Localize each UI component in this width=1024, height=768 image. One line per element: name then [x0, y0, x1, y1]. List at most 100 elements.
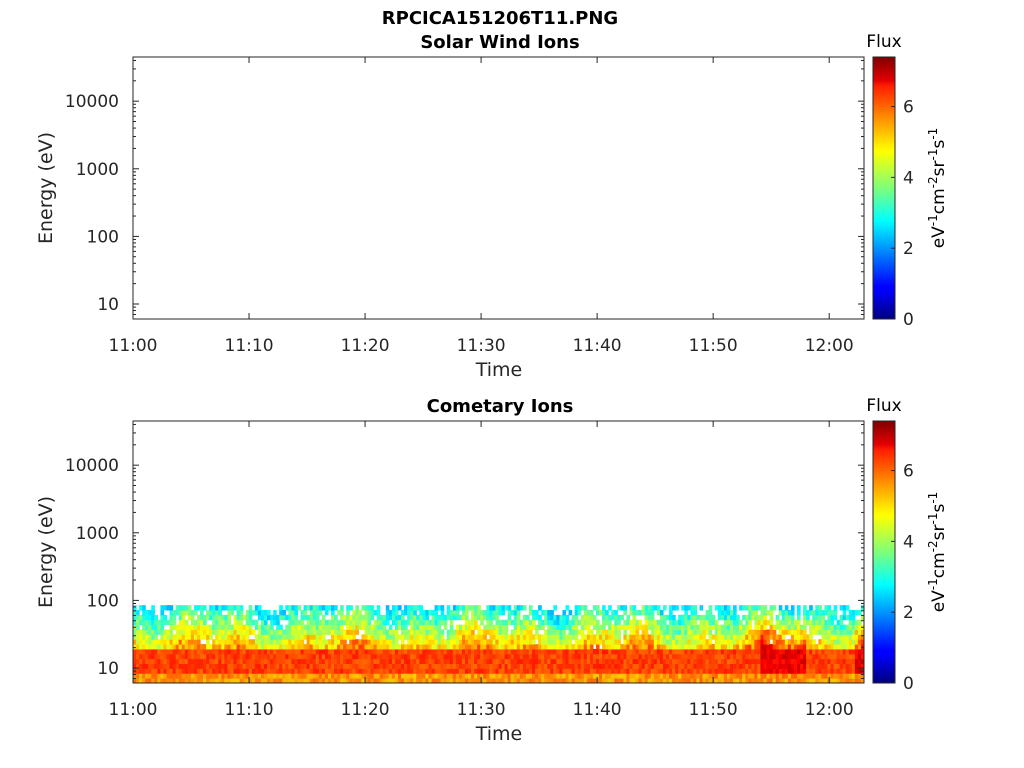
spectrogram-cell: [629, 644, 634, 650]
spectrogram-cell: [355, 653, 359, 660]
spectrogram-cell: [614, 619, 618, 626]
spectrogram-cell: [163, 639, 168, 645]
spectrogram-cell: [775, 663, 780, 669]
spectrogram-cell: [824, 624, 829, 630]
spectrogram-cell: [166, 644, 171, 650]
spectrogram-cell: [641, 629, 646, 635]
spectrogram-cell: [821, 614, 826, 621]
spectrogram-cell: [200, 629, 204, 635]
spectrogram-cell: [373, 668, 378, 674]
spectrogram-cell: [815, 619, 819, 626]
spectrogram-cell: [184, 678, 189, 683]
spectrogram-cell: [611, 678, 615, 683]
spectrogram-cell: [696, 629, 701, 635]
spectrogram-cell: [397, 619, 402, 626]
spectrogram-cell: [723, 639, 728, 645]
spectrogram-cell: [461, 668, 466, 674]
spectrogram-cell: [528, 634, 533, 640]
spectrogram-cell: [586, 644, 591, 650]
spectrogram-cell: [793, 644, 798, 650]
spectrogram-cell: [169, 653, 174, 660]
spectrogram-cell: [306, 634, 311, 640]
spectrogram-cell: [662, 668, 667, 674]
spectrogram-cell: [559, 678, 564, 683]
spectrogram-cell: [401, 610, 405, 616]
spectrogram-cell: [166, 639, 171, 645]
spectrogram-cell: [678, 644, 682, 650]
spectrogram-cell: [498, 639, 503, 645]
spectrogram-cell: [434, 619, 439, 626]
spectrogram-cell: [160, 634, 165, 640]
spectrogram-cell: [330, 605, 335, 611]
spectrogram-cell: [206, 644, 210, 650]
spectrogram-cell: [260, 658, 265, 665]
spectrogram-cell: [620, 614, 624, 621]
spectrogram-cell: [257, 653, 262, 660]
spectrogram-cell: [209, 634, 213, 640]
spectrogram-cell: [434, 648, 439, 655]
spectrogram-cell: [656, 605, 661, 611]
spectrogram-cell: [355, 624, 359, 630]
spectrogram-cell: [367, 624, 372, 630]
spectrogram-cell: [148, 619, 152, 626]
spectrogram-cell: [254, 639, 259, 645]
spectrogram-cell: [796, 619, 801, 626]
spectrogram-cell: [355, 673, 359, 679]
x-tick-label: 11:30: [457, 700, 506, 720]
spectrogram-cell: [376, 614, 381, 621]
spectrogram-cell: [370, 678, 375, 683]
spectrogram-cell: [343, 634, 347, 640]
spectrogram-cell: [617, 663, 621, 669]
spectrogram-cell: [203, 644, 207, 650]
spectrogram-cell: [589, 668, 594, 674]
spectrogram-cell: [373, 678, 378, 683]
spectrogram-cell: [571, 629, 576, 635]
spectrogram-cell: [251, 610, 256, 616]
spectrogram-cell: [133, 610, 137, 616]
spectrogram-cell: [352, 629, 356, 635]
spectrogram-cell: [589, 653, 594, 660]
spectrogram-cell: [513, 644, 518, 650]
spectrogram-cell: [623, 639, 628, 645]
spectrogram-cell: [477, 668, 481, 674]
spectrogram-cell: [504, 634, 509, 640]
spectrogram-cell: [589, 639, 594, 645]
spectrogram-cell: [480, 644, 484, 650]
spectrogram-cell: [824, 678, 829, 683]
spectrogram-cell: [565, 624, 570, 630]
spectrogram-cell: [136, 634, 140, 640]
spectrogram-cell: [760, 668, 765, 674]
spectrogram-cell: [778, 639, 783, 645]
spectrogram-cell: [486, 663, 490, 669]
spectrogram-cell: [507, 610, 512, 616]
spectrogram-cell: [830, 648, 835, 655]
spectrogram-cell: [544, 678, 548, 683]
spectrogram-cell: [781, 673, 786, 679]
spectrogram-cell: [711, 653, 716, 660]
spectrogram-cell: [422, 648, 426, 655]
spectrogram-cell: [498, 648, 503, 655]
spectrogram-cell: [626, 634, 631, 640]
spectrogram-cell: [586, 673, 591, 679]
spectrogram-cell: [854, 629, 859, 635]
spectrogram-cell: [443, 639, 448, 645]
spectrogram-cell: [160, 663, 165, 669]
spectrogram-cell: [699, 639, 704, 645]
spectrogram-cell: [200, 605, 204, 611]
spectrogram-cell: [221, 614, 225, 621]
spectrogram-cell: [675, 644, 679, 650]
spectrogram-cell: [148, 663, 152, 669]
spectrogram-cell: [595, 653, 600, 660]
spectrogram-cell: [379, 619, 384, 626]
spectrogram-cell: [175, 634, 180, 640]
spectrogram-cell: [812, 673, 816, 679]
spectrogram-cell: [611, 658, 615, 665]
spectrogram-cell: [723, 678, 728, 683]
spectrogram-cell: [306, 624, 311, 630]
spectrogram-cell: [404, 624, 408, 630]
spectrogram-cell: [614, 644, 618, 650]
spectrogram-cell: [824, 605, 829, 611]
spectrogram-cell: [672, 639, 676, 645]
spectrogram-cell: [684, 668, 688, 674]
spectrogram-cell: [203, 668, 207, 674]
